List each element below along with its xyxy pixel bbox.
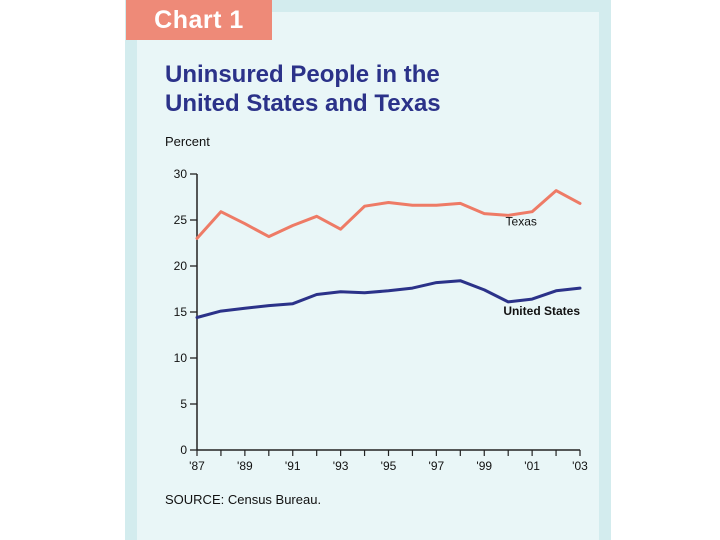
- y-tick-label: 0: [180, 443, 187, 457]
- y-tick-label: 10: [174, 351, 188, 365]
- x-tick-label: '91: [285, 459, 301, 473]
- y-tick-label: 25: [174, 213, 188, 227]
- y-tick-label: 15: [174, 305, 188, 319]
- y-axis-label: Percent: [165, 134, 210, 149]
- x-tick-label: '87: [189, 459, 205, 473]
- x-tick-label: '89: [237, 459, 253, 473]
- x-tick-label: '01: [524, 459, 540, 473]
- x-tick-label: '95: [381, 459, 397, 473]
- y-tick-label: 30: [174, 167, 188, 181]
- series-label-united-states: United States: [503, 304, 580, 318]
- series-label-texas: Texas: [506, 215, 537, 229]
- line-chart: Percent 0 5 10 15 20 25 30 '87 '89 '91 '93 '95 '97 '9…: [165, 134, 588, 473]
- chart-title: Uninsured People in the United States an…: [165, 60, 585, 118]
- y-tick-label: 20: [174, 259, 188, 273]
- series-line-united-states: [195, 279, 582, 319]
- x-tick-label: '03: [572, 459, 588, 473]
- chart-panel: [137, 12, 599, 540]
- x-tick-label: '97: [429, 459, 445, 473]
- chart-title-line-1: Uninsured People in the: [165, 61, 440, 88]
- y-tick-label: 5: [180, 397, 187, 411]
- source-note: SOURCE: Census Bureau.: [165, 492, 322, 507]
- chart-tab-label: Chart 1: [126, 0, 272, 40]
- chart-title-line-2: United States and Texas: [165, 90, 441, 117]
- series-line-texas: [195, 189, 582, 240]
- x-tick-label: '99: [476, 459, 492, 473]
- x-tick-label: '93: [333, 459, 349, 473]
